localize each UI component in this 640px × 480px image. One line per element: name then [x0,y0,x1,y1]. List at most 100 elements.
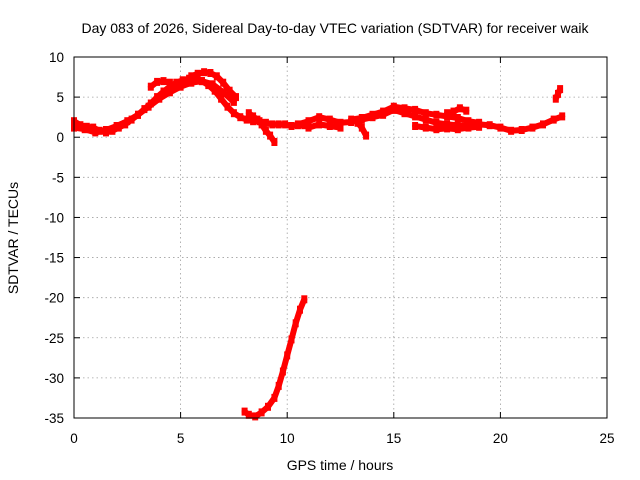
data-point [557,85,564,94]
data-point [211,86,218,95]
data-point [145,102,152,111]
data-point [135,110,141,119]
data-point [550,115,557,124]
data-point [540,120,546,129]
data-point [77,121,84,130]
data-point [233,93,239,102]
data-point [254,115,261,124]
data-point [198,77,205,86]
data-point [508,126,515,135]
data-point [250,112,257,121]
data-point [147,82,154,91]
data-point [463,106,470,115]
data-point [173,78,180,87]
data-point [380,107,387,116]
data-point [160,77,167,86]
series-arc-9 [444,105,470,117]
data-point [465,117,472,126]
data-point [529,123,536,132]
data-point [433,125,440,134]
data-point [226,86,233,95]
data-point [124,117,131,126]
data-point [363,131,370,140]
data-point [555,89,561,98]
data-point [454,114,461,122]
grid-lines [74,57,607,418]
data-point [305,123,312,132]
data-point [294,120,301,129]
data-point [284,351,291,360]
data-point [288,122,295,130]
data-point [456,104,463,113]
series-arc-2 [71,78,237,136]
data-point [271,138,278,146]
data-point [177,82,184,91]
data-point [316,113,323,122]
y-tick-label: 0 [56,130,64,145]
x-tick-label: 15 [386,431,401,446]
data-point [433,118,440,127]
data-point [275,381,282,390]
data-point [282,120,289,129]
data-point [401,109,408,118]
y-tick-label: -10 [44,210,64,225]
x-axis-label: GPS time / hours [287,457,394,473]
data-point [292,319,299,328]
y-tick-label: -25 [44,331,64,346]
data-point [220,88,227,97]
data-point [358,114,365,122]
x-tick-label: 5 [177,431,185,446]
data-point [422,109,429,118]
plot-frame [73,56,608,419]
y-axis-label: SDTVAR / TECUs [5,182,21,294]
data-point [275,120,282,129]
data-point [265,402,271,411]
data-point [279,367,286,376]
y-tick-label: -5 [52,170,64,185]
data-point [369,110,376,119]
data-point [390,102,397,111]
series-arc-10 [305,121,344,131]
data-point [412,122,419,130]
chart-title: Day 083 of 2026, Sidereal Day-to-day VTE… [81,20,589,36]
data-point [160,87,167,96]
data-point [422,115,429,124]
data-point [486,121,493,130]
data-point [271,393,278,402]
data-point [552,94,559,103]
data-point [201,68,208,77]
data-point [450,107,457,116]
data-point [401,104,408,113]
y-tick-label: -20 [44,291,64,306]
data-point [103,126,109,134]
data-point [262,118,269,127]
data-point [412,105,419,114]
data-point [476,122,483,131]
data-point [518,126,525,134]
y-tick-label: -30 [44,371,64,386]
data-point [250,117,257,126]
y-tick-label: 10 [49,50,64,65]
axis-ticks: 0 5 10 15 20 25 10 5 0 -5 -10 -15 -20 -25 -30 -35 [44,50,614,446]
data-point [288,335,295,344]
x-tick-label: 20 [493,431,508,446]
data-point [337,118,344,127]
data-point [156,94,163,103]
data-point [90,123,97,132]
data-point [213,72,220,81]
data-point [92,128,99,137]
data-point [354,118,361,127]
y-tick-label: -35 [44,411,64,426]
data-point [230,97,237,106]
data-point [194,69,201,78]
data-point [166,78,173,87]
x-tick-label: 25 [599,431,614,446]
data-series [71,68,566,421]
data-point [559,112,566,121]
data-point [444,120,451,129]
data-point [109,126,116,135]
data-point [258,408,265,417]
x-tick-label: 0 [70,431,78,446]
data-point [245,410,252,419]
